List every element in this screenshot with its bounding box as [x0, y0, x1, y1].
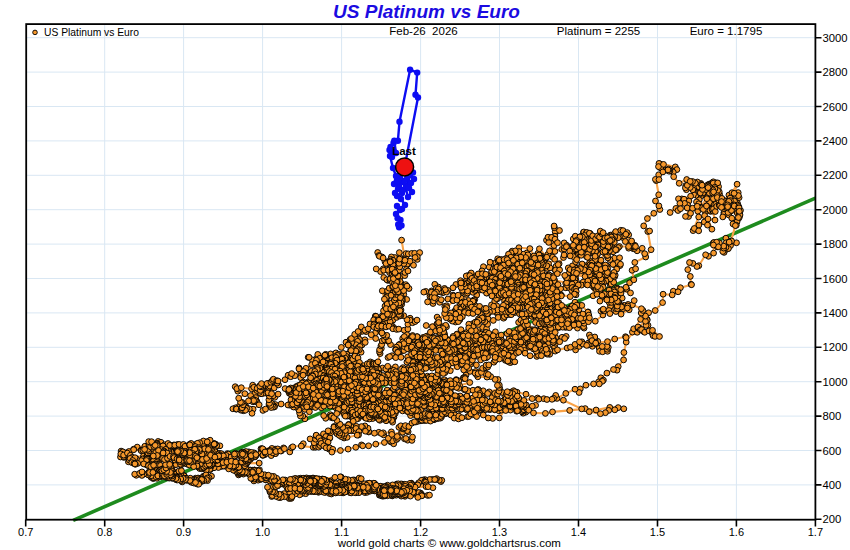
svg-text:US Platinum vs Euro: US Platinum vs Euro [333, 1, 520, 22]
svg-text:200: 200 [823, 513, 842, 525]
svg-text:1000: 1000 [823, 376, 848, 388]
svg-text:800: 800 [823, 410, 842, 422]
svg-text:1.4: 1.4 [571, 526, 586, 538]
svg-text:2000: 2000 [823, 204, 848, 216]
svg-text:1800: 1800 [823, 238, 848, 250]
svg-text:3000: 3000 [823, 32, 848, 44]
svg-text:Last: Last [392, 145, 416, 157]
svg-text:0.9: 0.9 [176, 526, 191, 538]
svg-text:1600: 1600 [823, 273, 848, 285]
svg-text:US Platinum vs Euro: US Platinum vs Euro [44, 27, 139, 38]
svg-text:600: 600 [823, 445, 842, 457]
svg-text:Euro = 1.1795: Euro = 1.1795 [690, 25, 763, 37]
svg-text:2400: 2400 [823, 135, 848, 147]
svg-text:1.7: 1.7 [808, 526, 823, 538]
svg-text:1.6: 1.6 [729, 526, 744, 538]
svg-text:0.7: 0.7 [18, 526, 33, 538]
svg-text:1.0: 1.0 [255, 526, 270, 538]
svg-text:2200: 2200 [823, 169, 848, 181]
svg-text:Platinum = 2255: Platinum = 2255 [557, 25, 640, 37]
svg-text:world gold charts © www.goldch: world gold charts © www.goldchartsrus.co… [337, 537, 561, 549]
svg-text:2600: 2600 [823, 101, 848, 113]
svg-text:1200: 1200 [823, 341, 848, 353]
svg-text:1400: 1400 [823, 307, 848, 319]
svg-text:0.8: 0.8 [97, 526, 112, 538]
svg-text:2800: 2800 [823, 66, 848, 78]
svg-text:1.5: 1.5 [650, 526, 665, 538]
svg-text:400: 400 [823, 479, 842, 491]
svg-text:Feb-26 2026: Feb-26 2026 [389, 25, 457, 37]
